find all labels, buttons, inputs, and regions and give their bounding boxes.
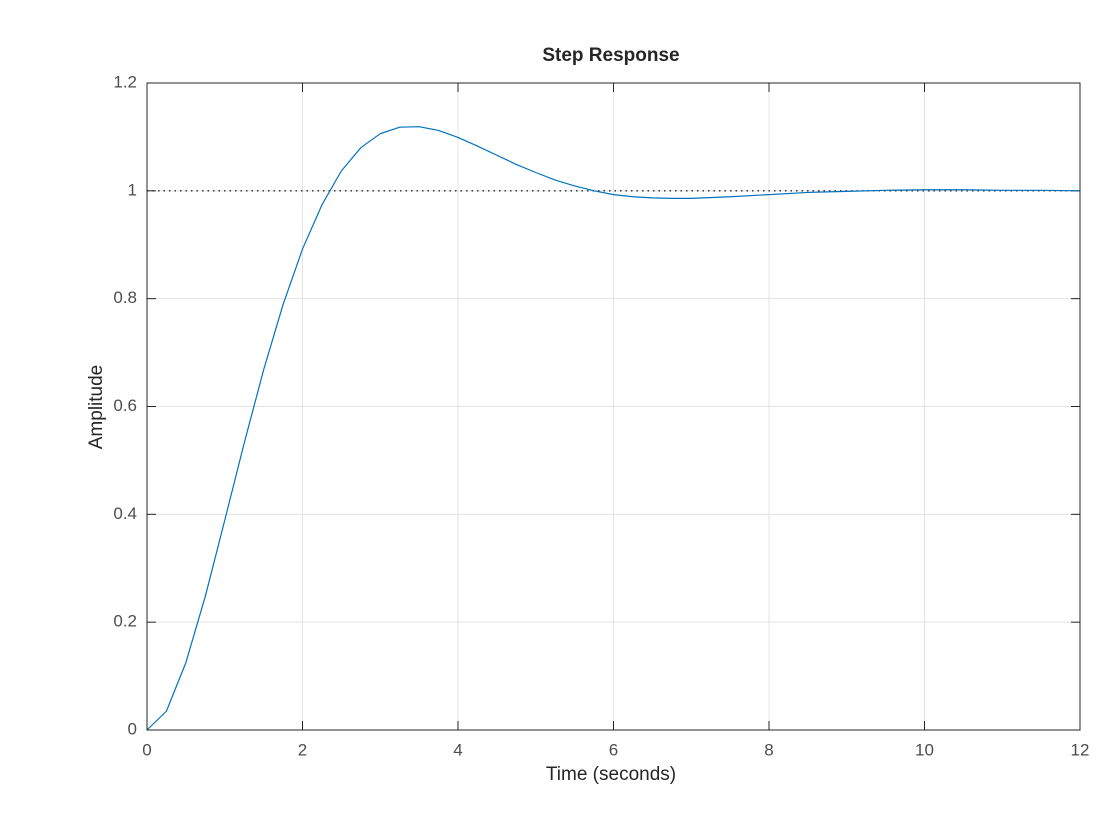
x-tick-label: 10 [915, 740, 934, 759]
x-tick-label: 12 [1071, 740, 1090, 759]
x-tick-label: 4 [453, 740, 462, 759]
chart-title: Step Response [542, 45, 679, 66]
response-line [146, 126, 1081, 731]
x-tick-label: 8 [764, 740, 773, 759]
x-axis-label: Time (seconds) [546, 764, 676, 785]
y-tick-label: 0.2 [113, 612, 137, 631]
y-tick-label: 0.8 [113, 288, 137, 307]
x-tick-label: 2 [298, 740, 307, 759]
x-tick-label: 6 [609, 740, 618, 759]
y-tick-label: 0 [128, 719, 137, 738]
y-tick-label: 1 [128, 180, 137, 199]
x-tick-label: 0 [142, 740, 151, 759]
plot [146, 126, 1081, 731]
y-tick-label: 0.6 [113, 396, 137, 415]
y-tick-label: 1.2 [113, 72, 137, 91]
axes-box [146, 82, 1081, 731]
y-axis-label: Amplitude [86, 365, 107, 450]
y-tick-label: 0.4 [113, 504, 137, 523]
